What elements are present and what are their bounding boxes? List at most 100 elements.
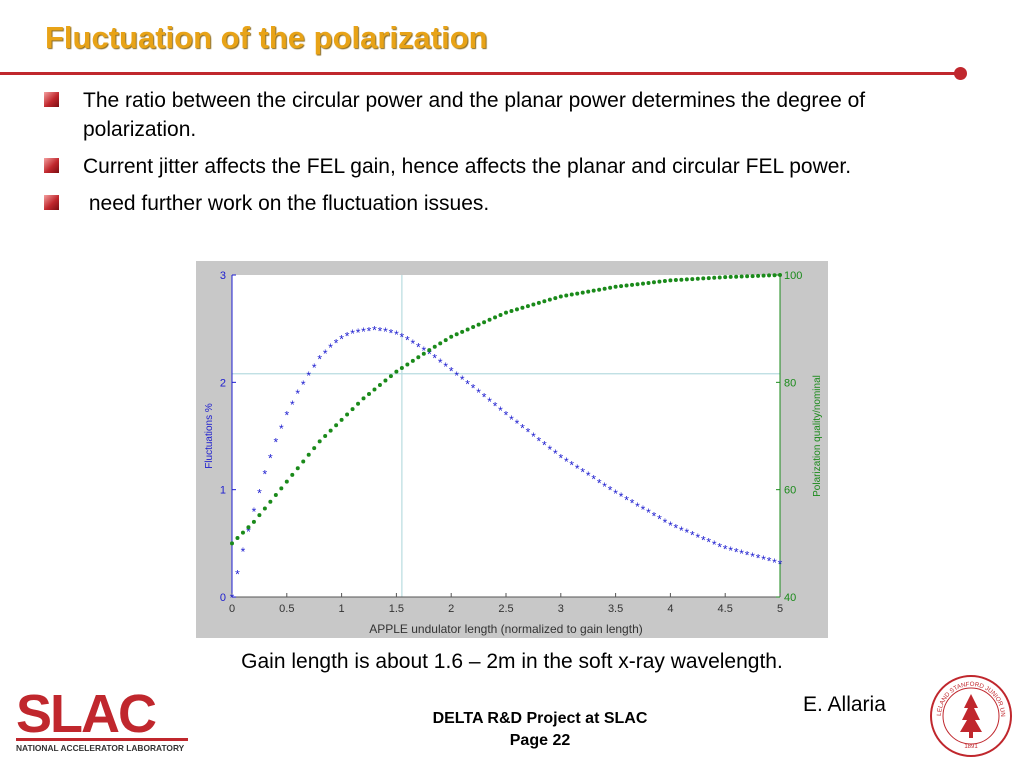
fluctuation-point: * — [767, 555, 772, 569]
polarization-point — [350, 407, 355, 412]
polarization-point — [684, 277, 689, 282]
slac-logo-subtext: NATIONAL ACCELERATOR LABORATORY — [16, 743, 185, 753]
fluctuation-point: * — [405, 333, 410, 347]
polarization-point — [438, 341, 443, 346]
left-y-tick-label: 0 — [220, 592, 226, 604]
polarization-point — [717, 275, 722, 280]
right-y-tick-label: 60 — [784, 485, 796, 497]
bullet-item: Current jitter affects the FEL gain, hen… — [44, 152, 964, 181]
polarization-point — [482, 320, 487, 325]
fluctuation-point: * — [509, 413, 514, 427]
polarization-point — [487, 317, 492, 322]
polarization-point — [712, 275, 717, 280]
x-tick-label: 4 — [667, 603, 673, 615]
fluctuation-point: * — [295, 387, 300, 401]
polarization-point — [542, 299, 547, 304]
fluctuation-point: * — [635, 500, 640, 514]
polarization-point — [591, 288, 596, 293]
polarization-point — [772, 273, 777, 278]
fluctuation-point: * — [712, 538, 717, 552]
fluctuation-point: * — [361, 325, 366, 339]
fluctuation-point: * — [575, 462, 580, 476]
polarization-point — [312, 446, 317, 451]
fluctuation-point: * — [504, 409, 509, 423]
fluctuation-point: * — [520, 421, 525, 435]
footer-project: DELTA R&D Project at SLAC — [432, 710, 648, 727]
fluctuation-point: * — [454, 369, 459, 383]
polarization-point — [383, 378, 388, 383]
x-tick-label: 3.5 — [608, 603, 623, 615]
right-y-tick-label: 80 — [784, 377, 796, 389]
polarization-point — [695, 276, 700, 281]
polarization-point — [273, 493, 278, 498]
fluctuation-point: * — [531, 430, 536, 444]
fluctuation-point: * — [372, 324, 377, 338]
polarization-point — [580, 290, 585, 295]
figure-caption: Gain length is about 1.6 – 2m in the sof… — [241, 650, 783, 673]
fluctuation-point: * — [756, 552, 761, 566]
fluctuation-point: * — [274, 435, 279, 449]
polarization-point — [377, 383, 382, 388]
fluctuation-point: * — [312, 361, 317, 375]
redwood-tree-icon — [960, 694, 982, 738]
polarization-point — [367, 391, 371, 396]
x-tick-label: 0.5 — [279, 603, 294, 615]
fluctuation-point: * — [663, 516, 668, 530]
x-tick-label: 5 — [777, 603, 783, 615]
polarization-point — [328, 428, 333, 433]
x-tick-label: 3 — [558, 603, 564, 615]
polarization-point — [750, 274, 755, 279]
polarization-point — [553, 296, 558, 301]
fluctuation-point: * — [246, 525, 251, 539]
fluctuation-point: * — [241, 545, 246, 559]
fluctuation-point: * — [630, 497, 635, 511]
square-bullet-icon — [44, 158, 59, 173]
footer: DELTA R&D Project at SLAC Page 22 — [360, 708, 720, 752]
fluctuation-point: * — [591, 473, 596, 487]
fluctuation-point: * — [515, 417, 520, 431]
x-axis-label: APPLE undulator length (normalized to ga… — [369, 622, 643, 636]
fluctuation-point: * — [706, 536, 711, 550]
polarization-point — [421, 351, 426, 356]
polarization-point — [657, 279, 662, 284]
polarization-point — [268, 499, 273, 504]
x-tick-label: 2.5 — [498, 603, 513, 615]
polarization-point — [334, 423, 339, 428]
fluctuation-point: * — [745, 549, 750, 563]
polarization-point — [602, 286, 607, 291]
fluctuation-point: * — [580, 466, 585, 480]
polarization-point — [668, 278, 673, 283]
bullet-item: The ratio between the circular power and… — [44, 86, 964, 144]
fluctuation-point: * — [569, 459, 574, 473]
fluctuation-point: * — [449, 365, 454, 379]
fluctuation-point: * — [668, 519, 673, 533]
polarization-point — [514, 307, 519, 312]
polarization-point — [525, 304, 530, 309]
polarization-point — [728, 274, 733, 279]
polarization-point — [427, 348, 432, 353]
fluctuation-point: * — [498, 404, 503, 418]
fluctuation-point: * — [674, 521, 679, 535]
polarization-point — [739, 274, 744, 279]
fluctuation-point: * — [586, 469, 591, 483]
polarization-point — [701, 276, 706, 281]
polarization-point — [734, 274, 739, 279]
fluctuation-point: * — [400, 331, 405, 345]
fluctuation-point: * — [778, 558, 783, 572]
bullet-item: need further work on the fluctuation iss… — [44, 189, 964, 218]
polarization-point — [388, 374, 393, 379]
fluctuation-point: * — [717, 540, 722, 554]
title-rule-end-dot — [954, 67, 967, 80]
fluctuation-point: * — [679, 524, 684, 538]
fluctuation-point: * — [526, 426, 531, 440]
left-y-tick-label: 1 — [220, 485, 226, 497]
fluctuation-point: * — [378, 324, 383, 338]
polarization-point — [536, 300, 541, 305]
fluctuation-point: * — [608, 483, 613, 497]
polarization-point — [673, 278, 678, 283]
x-tick-label: 1 — [339, 603, 345, 615]
polarization-point — [608, 285, 613, 290]
bullet-text: Current jitter affects the FEL gain, hen… — [83, 155, 852, 178]
